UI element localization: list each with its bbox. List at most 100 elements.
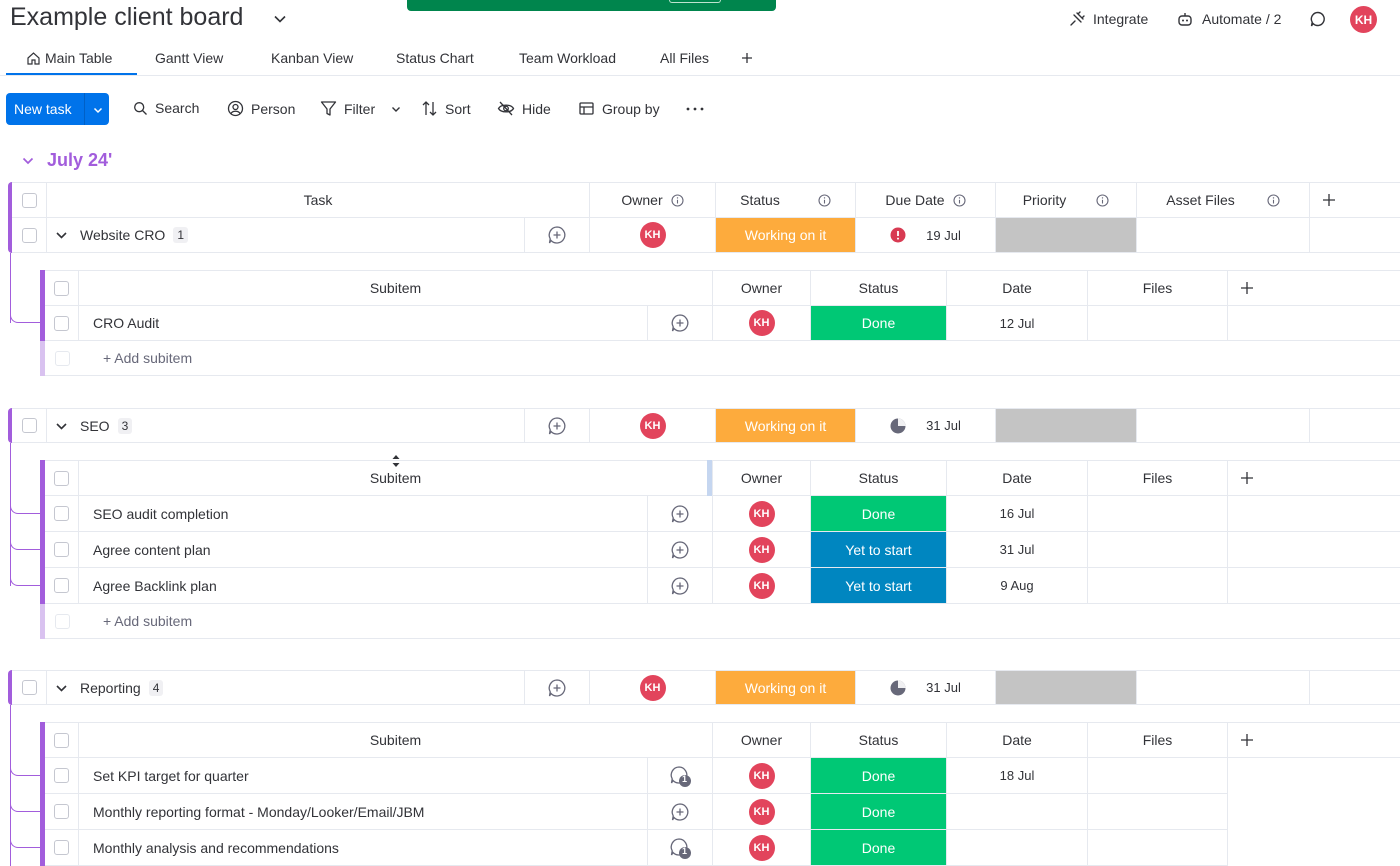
person-filter-button[interactable]: Person <box>227 100 295 117</box>
subitem-row[interactable]: Agree content plan <box>79 532 648 568</box>
user-avatar[interactable]: KH <box>1350 6 1377 33</box>
files-cell[interactable] <box>1088 496 1228 532</box>
subitem-name[interactable]: SEO audit completion <box>93 505 229 522</box>
add-view-icon[interactable] <box>741 52 753 64</box>
tab-team-workload[interactable]: Team Workload <box>519 50 617 66</box>
conversation-cell[interactable]: 1 <box>648 830 713 866</box>
subitem-row[interactable]: CRO Audit <box>79 306 648 341</box>
date-cell[interactable]: 31 Jul <box>947 532 1088 568</box>
column-header-owner[interactable]: Owner <box>713 722 811 758</box>
search-button[interactable]: Search <box>133 100 199 116</box>
row-checkbox[interactable] <box>54 506 69 521</box>
column-header-date[interactable]: Date <box>947 722 1088 758</box>
hide-button[interactable]: Hide <box>497 100 551 117</box>
conversation-cell[interactable] <box>648 568 713 604</box>
column-header-priority[interactable]: Priority <box>996 182 1137 218</box>
owner-cell[interactable]: KH <box>713 532 811 568</box>
column-header-date[interactable]: Date <box>947 460 1088 496</box>
select-all-checkbox[interactable] <box>21 192 37 208</box>
files-cell[interactable] <box>1088 568 1228 604</box>
priority-cell[interactable] <box>996 218 1137 253</box>
conversation-cell[interactable]: 1 <box>648 758 713 794</box>
column-header-asset-files[interactable]: Asset Files <box>1137 182 1310 218</box>
column-header-subitem[interactable]: Subitem <box>79 270 713 306</box>
status-cell[interactable]: Done <box>811 830 947 866</box>
chevron-down-icon[interactable] <box>92 104 104 116</box>
chevron-down-icon[interactable] <box>390 103 402 115</box>
add-update-icon[interactable] <box>670 540 690 560</box>
conversation-cell[interactable] <box>648 532 713 568</box>
column-header-date[interactable]: Date <box>947 270 1088 306</box>
owner-cell[interactable]: KH <box>713 306 811 341</box>
more-options-icon[interactable] <box>686 107 704 111</box>
column-header-files[interactable]: Files <box>1088 270 1228 306</box>
item-row-website-cro[interactable]: Website CRO 1 <box>47 218 525 253</box>
files-cell[interactable] <box>1088 532 1228 568</box>
column-header-owner[interactable]: Owner <box>713 270 811 306</box>
owner-avatar[interactable]: KH <box>748 310 775 336</box>
conversation-cell[interactable] <box>648 794 713 830</box>
item-row-seo[interactable]: SEO 3 <box>47 408 525 443</box>
subitem-name[interactable]: CRO Audit <box>93 315 160 331</box>
subitem-count-badge[interactable]: 4 <box>148 679 164 696</box>
tab-gantt-view[interactable]: Gantt View <box>155 50 224 66</box>
column-header-status[interactable]: Status <box>811 270 947 306</box>
files-cell[interactable] <box>1088 794 1228 830</box>
owner-cell[interactable]: KH <box>713 496 811 532</box>
row-checkbox[interactable] <box>21 680 37 695</box>
column-header-owner[interactable]: Owner <box>590 182 716 218</box>
date-cell[interactable] <box>947 830 1088 866</box>
column-header-owner[interactable]: Owner <box>713 460 811 496</box>
column-resize-handle[interactable] <box>707 460 712 496</box>
status-cell[interactable]: Done <box>811 794 947 830</box>
subitem-name[interactable]: Set KPI target for quarter <box>93 767 249 784</box>
status-cell[interactable]: Yet to start <box>811 532 947 568</box>
add-update-icon[interactable] <box>670 313 690 333</box>
date-cell[interactable]: 16 Jul <box>947 496 1088 532</box>
chevron-down-icon[interactable] <box>55 229 68 241</box>
owner-cell[interactable]: KH <box>590 670 716 705</box>
add-update-icon[interactable] <box>547 416 567 436</box>
date-cell[interactable] <box>947 794 1088 830</box>
tab-kanban-view[interactable]: Kanban View <box>271 50 354 66</box>
status-cell[interactable]: Working on it <box>716 670 856 705</box>
add-update-icon[interactable] <box>547 225 567 245</box>
add-column-icon[interactable] <box>1240 471 1254 485</box>
owner-cell[interactable]: KH <box>713 758 811 794</box>
add-update-icon[interactable] <box>670 504 690 524</box>
item-name[interactable]: Reporting <box>80 679 141 696</box>
owner-avatar[interactable]: KH <box>748 798 775 825</box>
row-checkbox[interactable] <box>21 227 37 243</box>
chevron-down-icon[interactable] <box>55 682 68 694</box>
tab-main-table[interactable]: Main Table <box>26 50 112 66</box>
status-cell[interactable]: Done <box>811 306 947 341</box>
item-name[interactable]: SEO <box>80 417 110 434</box>
add-column-icon[interactable] <box>1322 193 1336 207</box>
chevron-down-icon[interactable] <box>55 420 68 432</box>
board-title[interactable]: Example client board <box>10 3 244 31</box>
row-checkbox[interactable] <box>54 804 69 819</box>
date-cell[interactable]: 9 Aug <box>947 568 1088 604</box>
subitem-count-badge[interactable]: 1 <box>173 227 189 243</box>
select-all-checkbox[interactable] <box>54 732 69 748</box>
row-checkbox[interactable] <box>54 542 69 557</box>
column-header-status[interactable]: Status <box>811 722 947 758</box>
updates-count-icon[interactable]: 1 <box>669 765 691 787</box>
column-header-task[interactable]: Task <box>47 182 590 218</box>
conversation-cell[interactable] <box>648 306 713 341</box>
integrate-button[interactable]: Integrate <box>1068 6 1148 32</box>
item-row-reporting[interactable]: Reporting 4 <box>47 670 525 705</box>
date-cell[interactable]: 12 Jul <box>947 306 1088 341</box>
column-header-subitem[interactable]: Subitem <box>79 460 713 496</box>
status-cell[interactable]: Working on it <box>716 218 856 253</box>
group-by-button[interactable]: Group by <box>578 100 660 117</box>
new-task-button[interactable]: New task <box>6 93 109 125</box>
files-cell[interactable] <box>1137 408 1310 443</box>
owner-avatar[interactable]: KH <box>748 762 775 789</box>
filter-button[interactable]: Filter <box>320 100 402 117</box>
owner-avatar[interactable]: KH <box>639 674 666 701</box>
updates-count-icon[interactable]: 1 <box>669 837 691 859</box>
status-cell[interactable]: Yet to start <box>811 568 947 604</box>
due-date-cell[interactable]: 19 Jul <box>856 218 996 253</box>
group-title[interactable]: July 24' <box>47 150 113 170</box>
